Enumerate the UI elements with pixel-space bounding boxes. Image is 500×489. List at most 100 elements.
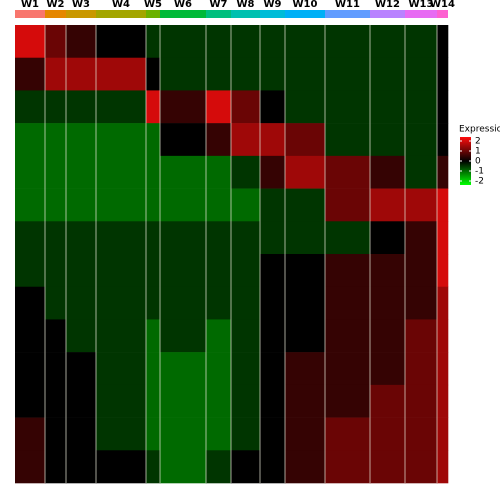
heatmap-cell — [405, 254, 438, 288]
heatmap-cell — [160, 319, 207, 353]
heatmap-cell — [96, 90, 147, 124]
heatmap-cell — [15, 254, 46, 288]
heatmap-cell — [437, 123, 449, 157]
heatmap-cell — [206, 450, 232, 484]
heatmap-cell — [325, 384, 371, 418]
heatmap-cell — [260, 188, 286, 222]
heatmap-cell — [325, 417, 371, 451]
heatmap-cell — [96, 123, 147, 157]
legend-title: Expression — [459, 125, 500, 135]
heatmap-cell — [45, 319, 67, 353]
group-bar — [437, 10, 448, 18]
heatmap-cell — [405, 221, 438, 255]
heatmap-cell — [15, 25, 46, 59]
heatmap-cell — [260, 254, 286, 288]
heatmap-cell — [15, 450, 46, 484]
heatmap-cell — [66, 188, 97, 222]
group-label: W7 — [210, 0, 228, 10]
group-label: W12 — [375, 0, 400, 10]
heatmap-cell — [66, 221, 97, 255]
group-label: W8 — [237, 0, 255, 10]
colorbar — [460, 137, 471, 185]
heatmap-cell — [206, 352, 232, 386]
heatmap-cell — [15, 188, 46, 222]
heatmap-cell — [370, 123, 406, 157]
heatmap-cell — [260, 417, 286, 451]
heatmap-cell — [260, 155, 286, 189]
heatmap-cell — [66, 384, 97, 418]
heatmap-cell — [96, 352, 147, 386]
group-bar — [45, 10, 66, 18]
heatmap-cell — [15, 123, 46, 157]
heatmap-cell — [231, 384, 261, 418]
heatmap-cell — [206, 188, 232, 222]
heatmap-cell — [231, 319, 261, 353]
heatmap-cell — [96, 384, 147, 418]
heatmap-cell — [437, 254, 449, 288]
heatmap-cell — [231, 254, 261, 288]
group-bar — [160, 10, 206, 18]
heatmap-cell — [370, 57, 406, 91]
heatmap-cell — [15, 155, 46, 189]
group-bar — [146, 10, 160, 18]
heatmap-cell — [15, 319, 46, 353]
heatmap-cell — [146, 25, 161, 59]
heatmap-cell — [231, 90, 261, 124]
heatmap-cell — [66, 25, 97, 59]
heatmap-cell — [285, 155, 326, 189]
group-label: W14 — [430, 0, 455, 10]
heatmap-cell — [231, 155, 261, 189]
heatmap-cell — [437, 352, 449, 386]
group-label: W1 — [21, 0, 39, 10]
heatmap-cell — [437, 319, 449, 353]
heatmap-cell — [285, 221, 326, 255]
heatmap-cell — [45, 352, 67, 386]
group-label: W6 — [174, 0, 192, 10]
group-bar — [260, 10, 285, 18]
group-bar — [66, 10, 96, 18]
heatmap-cell — [405, 384, 438, 418]
heatmap-cell — [206, 254, 232, 288]
heatmap-cell — [146, 384, 161, 418]
heatmap-cell — [206, 90, 232, 124]
heatmap-cell — [285, 188, 326, 222]
heatmap-cell — [66, 155, 97, 189]
colorbar-tick-label: 0 — [475, 157, 481, 167]
heatmap-cell — [285, 25, 326, 59]
heatmap-cell — [370, 188, 406, 222]
heatmap-cell — [206, 319, 232, 353]
group-bar — [405, 10, 437, 18]
heatmap-cell — [325, 254, 371, 288]
heatmap-cell — [160, 188, 207, 222]
heatmap-cell — [45, 384, 67, 418]
heatmap-cell — [405, 450, 438, 484]
colorbar-tick-label: 2 — [475, 137, 481, 147]
heatmap-cell — [160, 450, 207, 484]
heatmap-cell — [405, 417, 438, 451]
heatmap-cell — [370, 352, 406, 386]
heatmap-cell — [206, 155, 232, 189]
group-bar — [231, 10, 260, 18]
heatmap-cell — [231, 188, 261, 222]
heatmap-cell — [45, 123, 67, 157]
heatmap-cell — [231, 417, 261, 451]
heatmap-cell — [15, 286, 46, 320]
heatmap-cell — [146, 254, 161, 288]
heatmap-cell — [437, 384, 449, 418]
group-label: W13 — [409, 0, 434, 10]
heatmap-cell — [437, 286, 449, 320]
heatmap-cell — [66, 123, 97, 157]
heatmap-cell — [231, 286, 261, 320]
heatmap-cell — [206, 417, 232, 451]
heatmap-cell — [370, 221, 406, 255]
heatmap-cell — [96, 286, 147, 320]
heatmap-cell — [206, 25, 232, 59]
heatmap-cell — [231, 352, 261, 386]
heatmap-cell — [285, 417, 326, 451]
heatmap-cell — [146, 352, 161, 386]
heatmap-cell — [66, 286, 97, 320]
heatmap-cell — [160, 286, 207, 320]
group-label: W3 — [72, 0, 90, 10]
heatmap-cell — [146, 450, 161, 484]
